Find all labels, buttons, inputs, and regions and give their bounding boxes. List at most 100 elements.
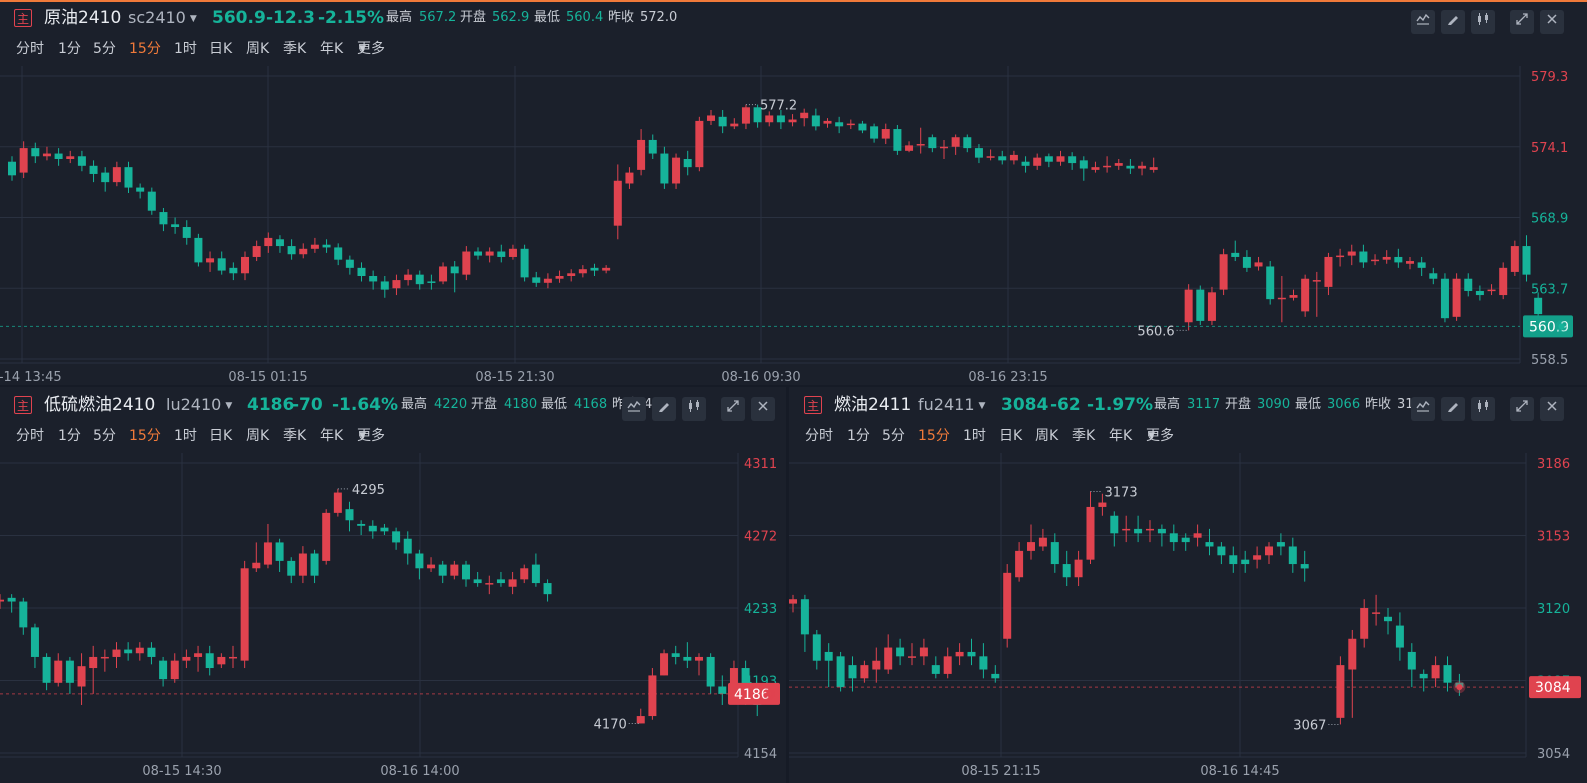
candle-body bbox=[555, 276, 564, 279]
tab-weekly[interactable]: 周K bbox=[1035, 428, 1059, 444]
candle-body bbox=[998, 156, 1007, 161]
tab-yearly[interactable]: 年K bbox=[1109, 428, 1133, 444]
candle-body bbox=[112, 167, 121, 183]
indicator-icon[interactable] bbox=[1411, 10, 1435, 34]
candle-body bbox=[919, 647, 928, 657]
tab-1min[interactable]: 1分 bbox=[58, 41, 81, 57]
tab-5min[interactable]: 5分 bbox=[93, 428, 116, 444]
tab-weekly[interactable]: 周K bbox=[246, 428, 270, 444]
candle-body bbox=[625, 172, 634, 184]
candle-body bbox=[718, 116, 727, 127]
candle-body bbox=[1146, 528, 1154, 531]
candle-body bbox=[1217, 546, 1226, 556]
candle-body bbox=[532, 277, 541, 283]
candle-body bbox=[322, 512, 331, 561]
candle-type-icon[interactable] bbox=[1471, 397, 1495, 421]
stat-label-high: 最高 bbox=[401, 397, 428, 412]
candle-body bbox=[194, 237, 203, 263]
indicator-icon[interactable] bbox=[1411, 397, 1435, 421]
instrument-name[interactable]: 原油2410 bbox=[44, 8, 122, 28]
candle-body bbox=[54, 660, 63, 683]
close-icon[interactable] bbox=[1540, 397, 1564, 421]
tab-1hour[interactable]: 1时 bbox=[174, 428, 197, 444]
candle-body bbox=[1359, 251, 1368, 263]
tab-15min[interactable]: 15分 bbox=[918, 428, 950, 444]
tab-daily[interactable]: 日K bbox=[209, 41, 233, 57]
candle-body bbox=[1074, 559, 1083, 578]
candle-body bbox=[1062, 564, 1071, 578]
candle-body bbox=[823, 120, 832, 124]
tab-yearly[interactable]: 年K bbox=[320, 41, 344, 57]
tab-daily[interactable]: 日K bbox=[209, 428, 233, 444]
candle-body bbox=[729, 668, 738, 694]
tab-5min[interactable]: 5分 bbox=[93, 41, 116, 57]
candle-body bbox=[1499, 267, 1508, 296]
y-tick-label: 574.1 bbox=[1531, 141, 1568, 156]
main-contract-badge: 主 bbox=[14, 9, 32, 27]
stat-value-prevclose: 31 bbox=[1397, 397, 1414, 412]
candle-body bbox=[241, 256, 249, 274]
candle-body bbox=[1068, 156, 1077, 164]
tab-quarterly[interactable]: 季K bbox=[283, 428, 307, 444]
tab-timeshare[interactable]: 分时 bbox=[16, 428, 44, 444]
candle-body bbox=[263, 542, 272, 565]
candlestick-chart[interactable]: 579.3 574.1 568.9 563.7 558.5 08-14 13:45 08-1… bbox=[0, 66, 1587, 385]
tab-daily[interactable]: 日K bbox=[999, 428, 1023, 444]
active-panel-indicator bbox=[0, 0, 1587, 2]
candle-body bbox=[1229, 555, 1238, 565]
tab-15min[interactable]: 15分 bbox=[129, 428, 161, 444]
live-pulse-dot bbox=[765, 690, 772, 697]
close-icon[interactable] bbox=[751, 397, 775, 421]
expand-icon[interactable] bbox=[1510, 10, 1534, 34]
instrument-code-dropdown[interactable]: lu2410 ▼ bbox=[166, 395, 233, 414]
tab-quarterly[interactable]: 季K bbox=[283, 41, 307, 57]
tab-1min[interactable]: 1分 bbox=[58, 428, 81, 444]
indicator-icon[interactable] bbox=[622, 397, 646, 421]
close-icon[interactable] bbox=[1540, 10, 1564, 34]
candle-body bbox=[275, 542, 284, 561]
stat-value-high: 567.2 bbox=[419, 10, 457, 25]
panel-sc2410: 主 原油2410 sc2410 ▼ 560.9 -12.3 -2.15% 最高 5… bbox=[0, 0, 1587, 385]
instrument-code-dropdown[interactable]: fu2411 ▼ bbox=[918, 395, 986, 414]
y-tick-label: 3054 bbox=[1537, 747, 1570, 762]
candle-body bbox=[473, 579, 482, 584]
candle-type-icon[interactable] bbox=[682, 397, 706, 421]
y-tick-label: 4272 bbox=[744, 530, 777, 545]
tab-1min[interactable]: 1分 bbox=[847, 428, 870, 444]
panel-lu2410: 主 低硫燃油2410 lu2410 ▼ 4186 -70 -1.64% 最高 42… bbox=[0, 387, 786, 783]
tab-1hour[interactable]: 1时 bbox=[963, 428, 986, 444]
candle-body bbox=[1431, 665, 1440, 679]
candle-body bbox=[1266, 266, 1275, 300]
last-price-tag-label: 560.9 bbox=[1529, 319, 1569, 335]
tab-15min[interactable]: 15分 bbox=[129, 41, 161, 57]
tab-weekly[interactable]: 周K bbox=[246, 41, 270, 57]
candle-body bbox=[1336, 665, 1345, 718]
candle-body bbox=[485, 251, 494, 256]
candle-body bbox=[0, 599, 4, 602]
instrument-name[interactable]: 燃油2411 bbox=[834, 395, 912, 415]
draw-icon[interactable] bbox=[652, 397, 676, 421]
main-contract-badge: 主 bbox=[14, 396, 32, 414]
tab-quarterly[interactable]: 季K bbox=[1072, 428, 1096, 444]
draw-icon[interactable] bbox=[1441, 10, 1465, 34]
low-marker-label: 3067 bbox=[1293, 718, 1326, 733]
instrument-code-dropdown[interactable]: sc2410 ▼ bbox=[128, 8, 197, 27]
candle-body bbox=[1114, 163, 1123, 166]
expand-icon[interactable] bbox=[1510, 397, 1534, 421]
tab-timeshare[interactable]: 分时 bbox=[805, 428, 833, 444]
candle-type-icon[interactable] bbox=[1471, 10, 1495, 34]
candle-body bbox=[896, 647, 905, 657]
draw-icon[interactable] bbox=[1441, 397, 1465, 421]
y-tick-label: 568.9 bbox=[1531, 212, 1568, 227]
candle-body bbox=[147, 191, 156, 211]
expand-icon[interactable] bbox=[721, 397, 745, 421]
tab-timeshare[interactable]: 分时 bbox=[16, 41, 44, 57]
instrument-name[interactable]: 低硫燃油2410 bbox=[44, 395, 156, 415]
tab-5min[interactable]: 5分 bbox=[882, 428, 905, 444]
candle-body bbox=[450, 266, 459, 274]
main-contract-badge: 主 bbox=[804, 396, 822, 414]
tab-1hour[interactable]: 1时 bbox=[174, 41, 197, 57]
tab-yearly[interactable]: 年K bbox=[320, 428, 344, 444]
